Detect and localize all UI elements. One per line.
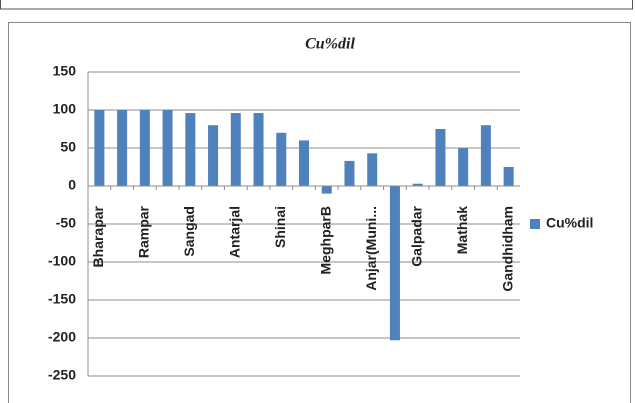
top-panel <box>0 0 633 10</box>
x-tick-label: Bharapar <box>90 205 106 267</box>
bar <box>253 113 264 186</box>
bar <box>117 110 128 186</box>
bar <box>185 113 196 186</box>
bar <box>435 129 446 186</box>
x-tick-label: Antarjal <box>226 206 242 258</box>
bar <box>298 140 310 186</box>
y-tick-label: -100 <box>48 253 76 269</box>
bar <box>412 183 423 186</box>
bar <box>367 153 378 186</box>
x-tick-label: Sangad <box>181 206 197 257</box>
bar <box>480 125 491 186</box>
y-tick-label: -150 <box>48 291 76 307</box>
y-tick-label: -50 <box>56 215 76 231</box>
y-tick-label: 150 <box>53 63 77 79</box>
y-tick-label: 50 <box>60 139 76 155</box>
x-tick-label: Gandhidham <box>499 206 515 292</box>
legend-swatch <box>530 219 540 229</box>
x-tick-label: Shinai <box>272 206 288 248</box>
y-tick-label: -200 <box>48 329 76 345</box>
chart-frame <box>8 22 631 403</box>
chart-title: Cu%dil <box>305 36 355 53</box>
bar <box>458 148 469 186</box>
bar <box>208 125 219 186</box>
y-tick-label: 0 <box>68 177 76 193</box>
x-tick-label: Anjar(Muni... <box>363 206 379 291</box>
bar <box>344 160 355 186</box>
bar <box>162 110 173 186</box>
bar <box>94 110 105 186</box>
x-tick-label: MeghparB <box>317 206 333 274</box>
bar <box>321 186 332 194</box>
x-tick-label: Mathak <box>454 206 470 254</box>
x-tick-label: Rampar <box>136 205 152 258</box>
bar <box>230 113 241 186</box>
bar <box>503 167 514 186</box>
y-tick-label: 100 <box>53 101 77 117</box>
legend-label: Cu%dil <box>546 215 593 231</box>
x-tick-label: Galpadar <box>408 205 424 266</box>
y-tick-label: -250 <box>48 367 76 383</box>
bar <box>389 186 400 341</box>
bar <box>276 132 287 186</box>
bar <box>139 110 150 186</box>
